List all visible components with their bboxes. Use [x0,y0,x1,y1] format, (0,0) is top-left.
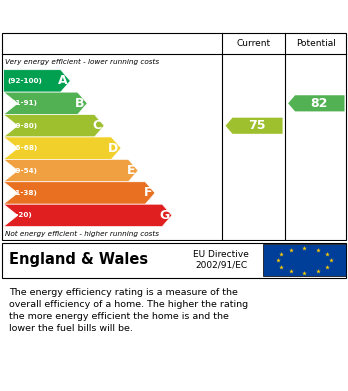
Text: Potential: Potential [296,39,335,48]
Text: D: D [108,142,118,155]
Text: (69-80): (69-80) [8,123,38,129]
Text: (1-20): (1-20) [8,212,32,219]
Text: C: C [92,119,101,132]
Text: England & Wales: England & Wales [9,252,148,267]
Text: (21-38): (21-38) [8,190,38,196]
Text: Not energy efficient - higher running costs: Not energy efficient - higher running co… [5,231,159,237]
Text: 82: 82 [310,97,328,110]
Text: Very energy efficient - lower running costs: Very energy efficient - lower running co… [5,59,159,65]
Polygon shape [3,92,87,115]
Text: A: A [58,74,68,88]
Polygon shape [288,95,345,111]
Text: (81-91): (81-91) [8,100,38,106]
Text: F: F [144,187,152,199]
Text: Current: Current [237,39,271,48]
Polygon shape [3,160,138,182]
Text: Energy Efficiency Rating: Energy Efficiency Rating [9,9,211,23]
Text: E: E [127,164,135,177]
Polygon shape [3,70,70,92]
Polygon shape [226,118,283,134]
Polygon shape [3,137,121,160]
Polygon shape [3,115,104,137]
Polygon shape [3,182,155,204]
Bar [263,244,346,276]
Text: (39-54): (39-54) [8,168,38,174]
Text: B: B [75,97,85,110]
Polygon shape [3,204,172,227]
Text: The energy efficiency rating is a measure of the
overall efficiency of a home. T: The energy efficiency rating is a measur… [9,289,248,333]
Text: (92-100): (92-100) [8,78,42,84]
Text: 75: 75 [248,119,266,132]
Text: (55-68): (55-68) [8,145,38,151]
Text: G: G [159,209,169,222]
Text: EU Directive
2002/91/EC: EU Directive 2002/91/EC [193,250,249,269]
